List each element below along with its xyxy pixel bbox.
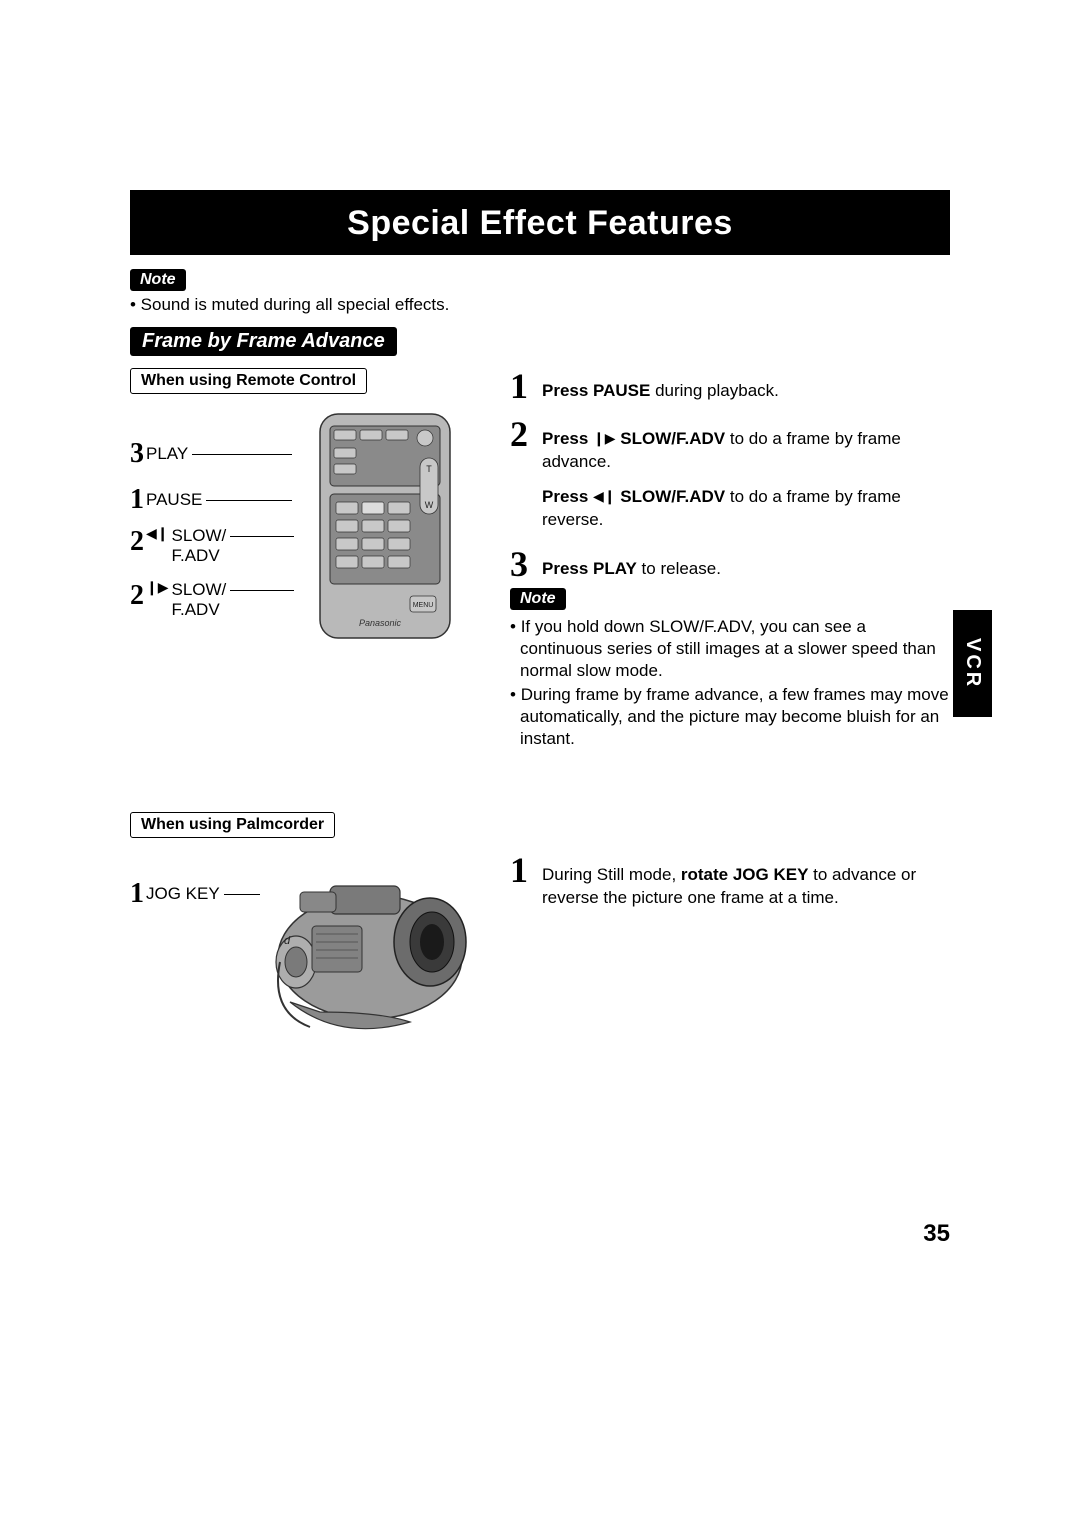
slowfwd-num: 2 — [130, 580, 144, 612]
play-num: 3 — [130, 438, 144, 470]
svg-text:Panasonic: Panasonic — [359, 618, 402, 628]
rewind-slow-icon: ◀❙ — [146, 525, 169, 542]
step-2-bold: SLOW/F.ADV — [620, 429, 725, 448]
step-2b: Press ◀❙ SLOW/F.ADV to do a frame by fra… — [542, 486, 950, 532]
bullet-1-text: If you hold down SLOW/F.ADV, you can see… — [520, 617, 936, 680]
step-1-num: 1 — [510, 368, 534, 404]
manual-page: Special Effect Features Note • Sound is … — [130, 190, 950, 1082]
palmcorder-left: When using Palmcorder 1 JOG KEY — [130, 812, 470, 1082]
svg-text:T: T — [426, 464, 432, 474]
step-1: 1 Press PAUSE during playback. — [510, 368, 950, 404]
slowfwd-text: SLOW/ F.ADV — [172, 580, 227, 620]
play-text: PLAY — [146, 444, 188, 464]
step-2-body: Press ❙▶ SLOW/F.ADV to do a frame by fra… — [542, 416, 950, 474]
pause-num: 1 — [130, 484, 144, 516]
section-heading: Frame by Frame Advance — [130, 327, 397, 356]
label-pause: 1 PAUSE — [130, 484, 292, 516]
step-1-bold: Press PAUSE — [542, 381, 650, 400]
svg-text:W: W — [425, 500, 434, 510]
label-jogkey: 1 JOG KEY — [130, 878, 260, 910]
leader-line — [192, 454, 292, 455]
step-1-body: Press PAUSE during playback. — [542, 368, 779, 403]
note-badge-2: Note — [510, 588, 566, 610]
remote-diagram: 3 PLAY 1 PAUSE 2 ◀❙ SLOW/ F.ADV 2 — [130, 408, 470, 678]
bullet-1: • If you hold down SLOW/F.ADV, you can s… — [510, 616, 950, 682]
camcorder-illustration: d — [260, 862, 480, 1052]
step-2-pre: Press — [542, 429, 593, 448]
remote-control-illustration: T W — [310, 408, 460, 648]
slowback-text: SLOW/ F.ADV — [172, 526, 227, 566]
forward-slow-icon: ❙▶ — [146, 579, 169, 596]
page-number: 35 — [923, 1220, 950, 1248]
step-3-rest: to release. — [637, 559, 721, 578]
step-2b-bold: SLOW/F.ADV — [620, 487, 725, 506]
palm-step-1: 1 During Still mode, rotate JOG KEY to a… — [510, 852, 950, 910]
step-3: 3 Press PLAY to release. — [510, 546, 950, 582]
palmcorder-diagram: 1 JOG KEY — [130, 862, 470, 1082]
step-2: 2 Press ❙▶ SLOW/F.ADV to do a frame by f… — [510, 416, 950, 474]
remote-column: When using Remote Control 3 PLAY 1 PAUSE… — [130, 368, 470, 752]
frame-advance-columns: When using Remote Control 3 PLAY 1 PAUSE… — [130, 368, 950, 752]
top-note-text: • Sound is muted during all special effe… — [130, 295, 950, 315]
pause-text: PAUSE — [146, 490, 202, 510]
svg-text:d: d — [284, 935, 291, 947]
note-badge: Note — [130, 269, 186, 291]
palm-step-num: 1 — [510, 852, 534, 888]
leader-line — [206, 500, 292, 501]
leader-line — [230, 590, 294, 591]
page-title: Special Effect Features — [130, 190, 950, 255]
step-3-bold: PLAY — [593, 559, 637, 578]
label-slow-back: 2 ◀❙ SLOW/ F.ADV — [130, 526, 294, 566]
bullet-2: • During frame by frame advance, a few f… — [510, 684, 950, 750]
leader-line — [230, 536, 294, 537]
palm-step-pre: During Still mode, — [542, 865, 681, 884]
step-3-num: 3 — [510, 546, 534, 582]
rewind-slow-icon: ◀❙ — [593, 487, 616, 506]
svg-text:MENU: MENU — [413, 602, 434, 609]
label-play: 3 PLAY — [130, 438, 292, 470]
palm-step-bold: rotate JOG KEY — [681, 865, 809, 884]
step-1-rest: during playback. — [650, 381, 779, 400]
forward-slow-icon: ❙▶ — [593, 429, 616, 448]
step-2-num: 2 — [510, 416, 534, 452]
jog-num: 1 — [130, 878, 144, 910]
steps-column: 1 Press PAUSE during playback. 2 Press ❙… — [510, 368, 950, 752]
leader-line — [224, 894, 260, 895]
note-2-bullets: • If you hold down SLOW/F.ADV, you can s… — [510, 616, 950, 751]
palm-step-body: During Still mode, rotate JOG KEY to adv… — [542, 852, 950, 910]
palmcorder-section: When using Palmcorder 1 JOG KEY — [130, 812, 950, 1082]
step-2b-pre: Press — [542, 487, 593, 506]
palmcorder-subheading: When using Palmcorder — [130, 812, 335, 838]
label-slow-fwd: 2 ❙▶ SLOW/ F.ADV — [130, 580, 294, 620]
step-3-pre: Press — [542, 559, 593, 578]
jog-text: JOG KEY — [146, 884, 220, 904]
vcr-side-tab: VCR — [953, 610, 992, 717]
step-3-body: Press PLAY to release. — [542, 546, 721, 581]
palmcorder-right: 1 During Still mode, rotate JOG KEY to a… — [510, 812, 950, 1082]
bullet-2-text: During frame by frame advance, a few fra… — [520, 685, 949, 748]
remote-subheading: When using Remote Control — [130, 368, 367, 394]
slowback-num: 2 — [130, 526, 144, 558]
